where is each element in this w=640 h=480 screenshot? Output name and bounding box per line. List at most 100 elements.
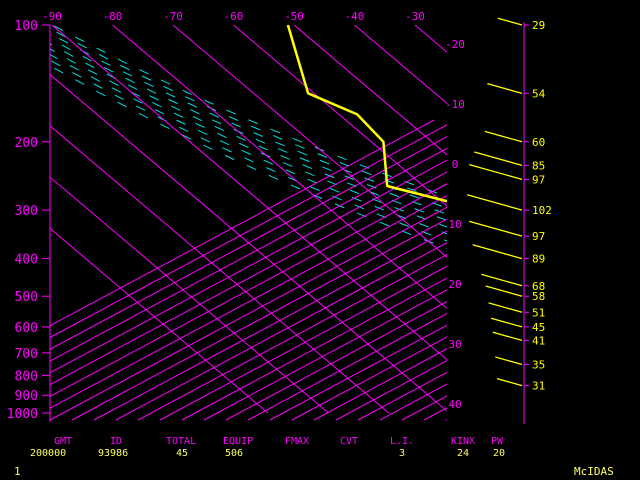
isotherm-label: 10 xyxy=(448,218,461,231)
isotherm-label: 30 xyxy=(448,338,461,351)
mixing-ratio-line xyxy=(591,259,640,413)
moist-adiabat-line xyxy=(50,59,447,242)
isotherm-label: -20 xyxy=(445,38,465,51)
isotherm-line xyxy=(112,25,447,310)
wind-vector xyxy=(472,244,523,260)
footer-header-kinx: KINX xyxy=(451,436,476,447)
dry-adiabat-lines xyxy=(50,119,640,421)
wind-vector xyxy=(487,82,523,94)
wind-vector xyxy=(496,377,523,387)
footer-header-equip: EQUIP xyxy=(223,436,254,447)
sounding-profiles xyxy=(286,25,640,413)
moist-adiabat-line xyxy=(50,48,447,228)
dry-adiabat-line xyxy=(71,218,447,421)
wind-speed-label: 68 xyxy=(532,280,545,293)
wind-vector xyxy=(469,220,523,237)
wind-vector xyxy=(474,151,523,166)
wind-vector xyxy=(488,302,523,313)
footer-value-id: 93986 xyxy=(98,448,129,459)
footer-header-total: TOTAL xyxy=(166,436,197,447)
isotherm-labels: -20 -10 0 10 20 30 40 xyxy=(445,38,465,411)
dry-adiabat-line xyxy=(269,324,447,421)
pressure-tick-label: 200 xyxy=(15,136,38,151)
wind-vector xyxy=(497,17,523,26)
wind-speed-label: 35 xyxy=(532,359,545,372)
dry-adiabat-line xyxy=(357,371,447,421)
footer-value-li: 3 xyxy=(399,448,406,459)
footer-header-id: ID xyxy=(110,436,123,447)
wind-vector xyxy=(469,164,523,181)
dry-adiabat-line xyxy=(247,312,447,421)
dry-adiabat-line xyxy=(50,124,447,339)
wind-vector xyxy=(490,317,523,328)
footer-header-cvt: CVT xyxy=(340,436,359,447)
dry-adiabat-line xyxy=(50,119,435,327)
dry-adiabat-line xyxy=(115,242,447,421)
isotherm-line xyxy=(597,25,640,413)
wind-vector xyxy=(495,356,523,366)
isotherm-line xyxy=(476,25,640,413)
wind-vector xyxy=(466,194,523,211)
moist-adiabat-lines xyxy=(50,25,447,249)
wind-speed-label: 97 xyxy=(532,173,545,186)
footer-header-li: L.I. xyxy=(390,436,415,447)
wind-vector xyxy=(492,331,523,342)
dry-adiabat-line xyxy=(50,183,447,397)
dry-adiabat-line xyxy=(490,120,640,420)
dry-adiabat-line xyxy=(93,230,447,421)
pressure-tick-label: 400 xyxy=(15,253,38,268)
dry-adiabat-line xyxy=(335,359,447,421)
pressure-tick-label: 800 xyxy=(15,369,38,384)
moist-adiabat-line xyxy=(50,43,447,221)
wind-speed-label: 29 xyxy=(532,19,545,32)
dry-adiabat-line xyxy=(137,253,447,421)
top-temperature-label: -90 xyxy=(42,10,62,23)
wind-speed-label: 54 xyxy=(532,87,546,100)
dry-adiabat-line xyxy=(159,265,447,421)
isotherm-line xyxy=(172,25,447,258)
pressure-axis: 100 200 300 400 500 600 700 800 900 1000 xyxy=(7,19,51,422)
top-temperature-labels: -90 -80 -70 -60 -50 -40 -30 xyxy=(42,10,425,23)
moist-adiabat-line xyxy=(51,25,447,198)
top-temperature-label: -70 xyxy=(163,10,183,23)
isotherm-line xyxy=(50,73,447,412)
wind-speed-label: 51 xyxy=(532,306,545,319)
dry-adiabat-line xyxy=(203,289,447,421)
isotherm-line xyxy=(50,227,269,414)
dry-adiabat-line xyxy=(50,136,447,350)
pressure-tick-label: 500 xyxy=(15,290,38,305)
dry-adiabat-line xyxy=(225,301,447,421)
isotherm-line xyxy=(50,176,329,414)
isotherm-line xyxy=(51,25,447,361)
footer-header-pw: PW xyxy=(491,436,504,447)
pressure-tick-label: 900 xyxy=(15,389,38,404)
footer-value-pw: 20 xyxy=(493,448,506,459)
isotherm-label: -10 xyxy=(445,98,465,111)
wind-speed-label: 89 xyxy=(532,253,545,266)
wind-vector xyxy=(484,130,523,143)
dewpoint-profile xyxy=(561,236,640,413)
footer-value-kinx: 24 xyxy=(457,448,470,459)
moist-adiabat-line xyxy=(50,38,447,215)
dry-adiabat-line xyxy=(313,348,447,421)
pressure-tick-label: 700 xyxy=(15,347,38,362)
mixing-ratio-line xyxy=(636,259,640,413)
pressure-tick-label: 100 xyxy=(15,19,38,34)
wind-vector xyxy=(485,285,523,297)
dry-adiabat-line xyxy=(50,206,447,421)
mixing-ratio-lines xyxy=(545,259,640,413)
footer-value-gmt: 200000 xyxy=(30,448,67,459)
wind-speed-label: 58 xyxy=(532,290,545,303)
mixing-ratio-line xyxy=(545,259,640,413)
top-temperature-label: -30 xyxy=(405,10,425,23)
wind-speed-label: 31 xyxy=(532,380,545,393)
wind-speed-label: 85 xyxy=(532,159,545,172)
top-temperature-label: -50 xyxy=(284,10,304,23)
isotherm-lines xyxy=(50,25,640,414)
isotherm-label: 40 xyxy=(448,398,461,411)
wind-speed-label: 97 xyxy=(532,230,545,243)
wind-speed-label: 102 xyxy=(532,204,552,217)
isotherm-line xyxy=(536,25,640,413)
top-temperature-label: -60 xyxy=(224,10,244,23)
